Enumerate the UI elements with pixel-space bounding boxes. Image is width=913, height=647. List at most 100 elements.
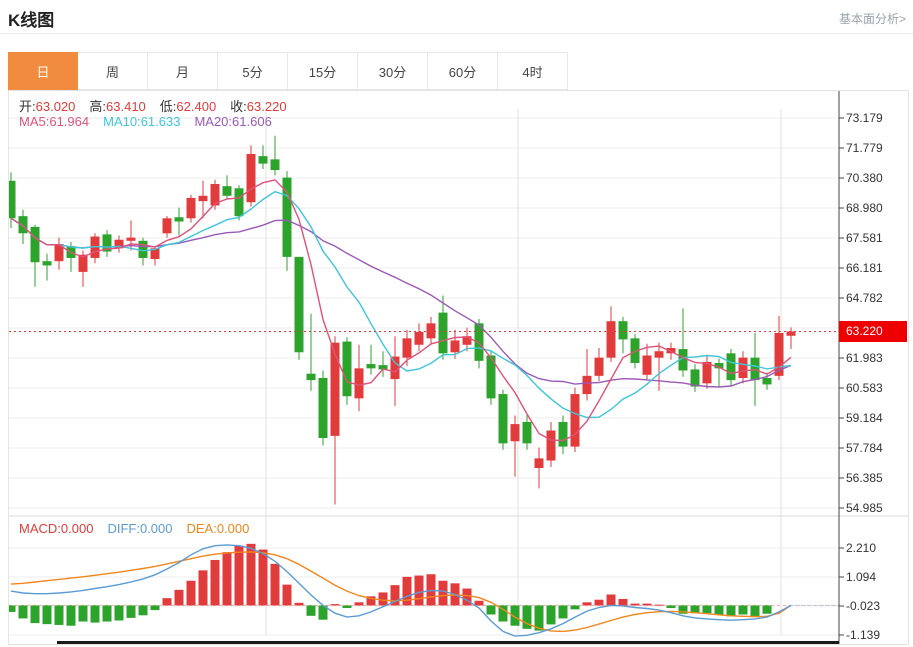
y-axis-label: 67.581 — [846, 231, 883, 245]
candle-body — [546, 430, 556, 461]
macd-bar — [198, 570, 208, 606]
tab-min15[interactable]: 15分 — [288, 52, 358, 90]
macd-bar — [42, 605, 52, 625]
ohlc-high: 高:63.410 — [89, 99, 146, 114]
macd-bar — [630, 603, 640, 606]
macd-bar — [390, 585, 400, 606]
candle-body — [342, 341, 352, 397]
macd-bar — [546, 605, 556, 625]
candle-body — [522, 421, 532, 444]
ohlc-open: 开:63.020 — [19, 99, 76, 114]
candle-body — [726, 353, 736, 381]
macd-bar — [402, 576, 412, 606]
candle-body — [462, 336, 472, 345]
macd-axis-label: -0.023 — [846, 599, 881, 613]
macd-bar — [54, 605, 64, 625]
candle-body — [306, 373, 316, 381]
candle-body — [438, 312, 448, 354]
macd-bar — [246, 543, 256, 606]
tab-min5[interactable]: 5分 — [218, 52, 288, 90]
candle-body — [426, 323, 436, 339]
ma-legend: MA5:61.964 MA10:61.633 MA20:61.606 — [19, 114, 286, 129]
macd-bar — [714, 605, 724, 615]
macd-bar — [282, 584, 292, 606]
candle-body — [642, 355, 652, 375]
candle-body — [42, 261, 52, 266]
macd-bar — [642, 603, 652, 606]
candle-body — [498, 394, 508, 444]
candle-body — [738, 357, 748, 378]
tab-week[interactable]: 周 — [78, 52, 148, 90]
candle-body — [774, 332, 784, 376]
candle-body — [618, 321, 628, 340]
macd-bar — [258, 549, 268, 606]
candle-body — [150, 248, 160, 260]
candle-body — [18, 216, 28, 234]
macd-bar — [234, 545, 244, 606]
candle-body — [330, 342, 340, 436]
candle-body — [126, 237, 136, 241]
macd-bar — [702, 605, 712, 614]
candle-body — [750, 357, 760, 381]
horizontal-scrollbar[interactable] — [57, 641, 839, 644]
macd-legend: MACD:0.000 DIFF:0.000 DEA:0.000 — [19, 521, 263, 536]
macd-bar — [162, 598, 172, 606]
candle-body — [786, 331, 796, 336]
macd-bar — [474, 600, 484, 606]
ma20-legend-item: MA20:61.606 — [194, 114, 272, 129]
header-divider — [0, 33, 913, 34]
candle-body — [390, 356, 400, 380]
candle-body — [678, 349, 688, 371]
ma10-legend-item: MA10:61.633 — [103, 114, 181, 129]
candle-body — [558, 421, 568, 447]
candle-body — [102, 234, 112, 252]
y-axis-label: 60.583 — [846, 381, 883, 395]
macd-bar — [510, 605, 520, 626]
macd-bar — [342, 605, 352, 609]
candle-body — [198, 195, 208, 202]
macd-bar — [486, 605, 496, 615]
candle-body — [258, 156, 268, 164]
fundamental-analysis-link[interactable]: 基本面分析> — [838, 12, 906, 26]
macd-bar — [66, 605, 76, 626]
candle-body — [174, 217, 184, 222]
chart-panel: 开:63.020 高:63.410 低:62.400 收:63.220 MA5:61.… — [8, 90, 909, 645]
macd-bar — [606, 594, 616, 606]
ma20-line — [10, 217, 792, 388]
macd-bar — [78, 605, 88, 622]
macd-bar — [318, 605, 328, 620]
candle-body — [690, 369, 700, 387]
macd-axis-label: 2.210 — [846, 541, 877, 555]
candle-body — [702, 361, 712, 384]
candle-body — [270, 159, 280, 171]
candle-body — [606, 321, 616, 358]
candle-body — [9, 180, 16, 219]
macd-bar — [150, 605, 160, 611]
macd-bar — [354, 602, 364, 606]
candle-body — [366, 364, 376, 369]
y-axis-label: 71.779 — [846, 141, 883, 155]
candle-body — [186, 197, 196, 219]
tab-hour4[interactable]: 4时 — [498, 52, 568, 90]
tab-month[interactable]: 月 — [148, 52, 218, 90]
macd-bar — [738, 605, 748, 615]
candle-body — [414, 331, 424, 345]
tab-day[interactable]: 日 — [8, 52, 78, 90]
diff-line — [10, 544, 792, 637]
candle-body — [222, 186, 232, 196]
macd-bar — [366, 596, 376, 606]
macd-bar — [294, 602, 304, 606]
interval-tabs: 日周月 5分 15分 30分 60分 4时 — [8, 52, 568, 90]
y-axis-label: 59.184 — [846, 411, 883, 425]
y-axis-label: 61.983 — [846, 351, 883, 365]
candle-body — [354, 368, 364, 399]
tab-min30[interactable]: 30分 — [358, 52, 428, 90]
macd-bar — [306, 605, 316, 616]
ohlc-close: 收:63.220 — [230, 99, 287, 114]
tab-min60[interactable]: 60分 — [428, 52, 498, 90]
macd-bar — [414, 575, 424, 606]
macd-axis-label: -1.139 — [846, 628, 881, 642]
macd-bar — [534, 605, 544, 631]
kline-macd-canvas[interactable] — [9, 91, 910, 644]
dea-legend-item: DEA:0.000 — [186, 521, 250, 536]
